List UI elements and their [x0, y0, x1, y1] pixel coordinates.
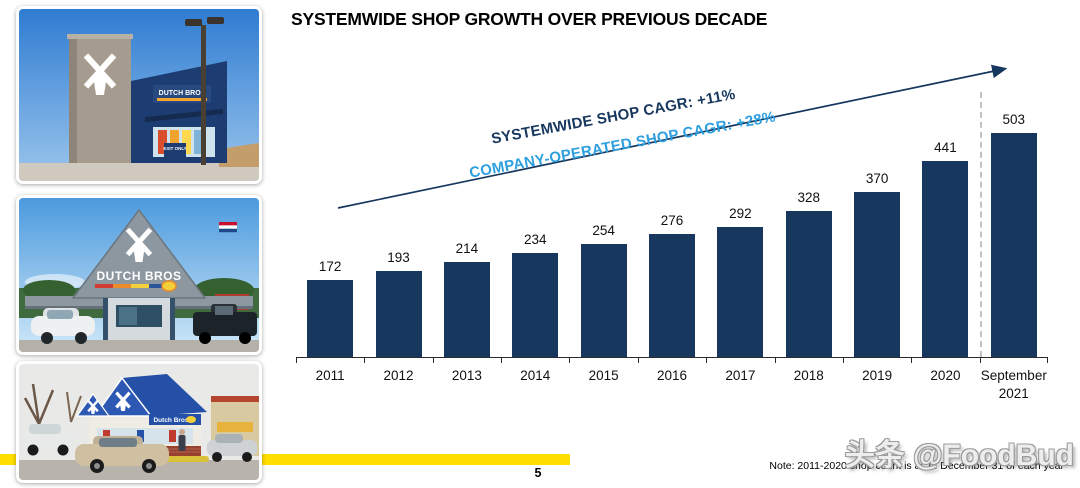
- axis-tick: [637, 358, 639, 363]
- bar-value-label: 254: [592, 223, 615, 238]
- footnote: Note: 2011-2020 shop count is as of Dece…: [769, 460, 1064, 472]
- windmill-logo-icon: [87, 399, 99, 414]
- x-axis-label: 2012: [383, 368, 414, 383]
- axis-tick: [432, 358, 434, 363]
- silver-car: [207, 434, 257, 462]
- period-separator-line: [979, 92, 982, 357]
- axis-tick: [501, 358, 503, 363]
- exit-sign-text: EXIT ONLY: [163, 146, 186, 151]
- bar-value-label: 328: [797, 190, 820, 205]
- bar-2013: [443, 262, 490, 357]
- bar-2012: [375, 271, 422, 357]
- photo-2-image: DUTCH BROS: [19, 198, 259, 352]
- light-pole: [185, 17, 224, 165]
- white-car: [31, 308, 95, 344]
- photo-dutch-bros-classic-shop: Dutch Bros: [16, 361, 262, 483]
- white-car: [21, 424, 75, 456]
- tan-sedan: [75, 436, 169, 473]
- photo-1-image: DUTCH BROS EXIT ONLY: [19, 9, 259, 181]
- bar-2016: [649, 234, 695, 357]
- black-truck: [193, 304, 257, 344]
- bar-value-label: 370: [865, 171, 889, 186]
- bar-value-label: 503: [1002, 112, 1026, 127]
- windmill-logo-icon: [115, 391, 131, 411]
- bar-value-label: 214: [455, 241, 479, 256]
- x-axis-label: 2013: [451, 368, 482, 383]
- tower-wall: [69, 37, 131, 163]
- x-axis-label: 2019: [862, 368, 893, 383]
- windmill-logo-icon: [125, 227, 153, 262]
- x-axis-label: 2020: [930, 368, 961, 383]
- exit-only-sign: [164, 143, 186, 158]
- page-title: SYSTEMWIDE SHOP GROWTH OVER PREVIOUS DEC…: [291, 9, 768, 29]
- windmill-logo-icon: [83, 53, 117, 95]
- x-axis-label: 2014: [520, 368, 551, 383]
- axis-tick: [774, 358, 776, 363]
- yellow-accent-bar: [0, 454, 570, 465]
- bar-September 2021: [990, 133, 1037, 357]
- axis-tick: [979, 358, 981, 363]
- axis-tick: [364, 358, 366, 363]
- bar-2017: [717, 227, 764, 357]
- x-axis-label: September 2021: [980, 368, 1047, 401]
- axis-tick: [296, 358, 297, 363]
- bar-2019: [854, 192, 901, 357]
- axis-tick: [911, 358, 913, 363]
- bar-2014: [512, 253, 559, 357]
- x-axis-label: 2015: [588, 368, 619, 383]
- bar-2020: [922, 161, 969, 357]
- storefront-sign-text: DUTCH BROS: [159, 90, 206, 97]
- photo-3-image: Dutch Bros: [19, 364, 259, 480]
- axis-tick: [842, 358, 844, 363]
- dutch-flag-icon: [219, 222, 237, 233]
- x-axis-label: 2016: [656, 368, 688, 383]
- bar-value-label: 193: [387, 250, 410, 265]
- bar-plot: 172 2011 193 2012 214 2013 234 2014 254 2015 276 20…: [296, 60, 1048, 401]
- axis-tick: [706, 358, 708, 363]
- bar-value-label: 172: [318, 259, 342, 274]
- photo-dutch-bros-kiosk: DUTCH BROS: [16, 195, 262, 355]
- x-axis-label: 2011: [315, 368, 345, 383]
- bar-value-label: 234: [523, 232, 547, 247]
- watermark: 头条 @FoodBud: [844, 439, 1074, 472]
- x-axis-label: 2017: [725, 368, 756, 383]
- axis-tick: [569, 358, 571, 363]
- x-axis-label: 2018: [793, 368, 824, 383]
- photo-dutch-bros-tower-shop: DUTCH BROS EXIT ONLY: [16, 6, 262, 184]
- page-number: 5: [534, 466, 542, 480]
- person: [178, 429, 186, 451]
- kiosk-sign-text: DUTCH BROS: [97, 269, 182, 283]
- bar-2011: [307, 280, 354, 357]
- axis-tick: [1047, 358, 1048, 363]
- bar-value-label: 276: [660, 213, 684, 228]
- coffee-logo-icon: [161, 280, 177, 292]
- shop-sign-text: Dutch Bros: [153, 417, 188, 424]
- bar-2015: [580, 244, 627, 357]
- bar-value-label: 292: [729, 206, 752, 221]
- bar-value-label: 441: [934, 140, 957, 155]
- bar-2018: [785, 211, 832, 357]
